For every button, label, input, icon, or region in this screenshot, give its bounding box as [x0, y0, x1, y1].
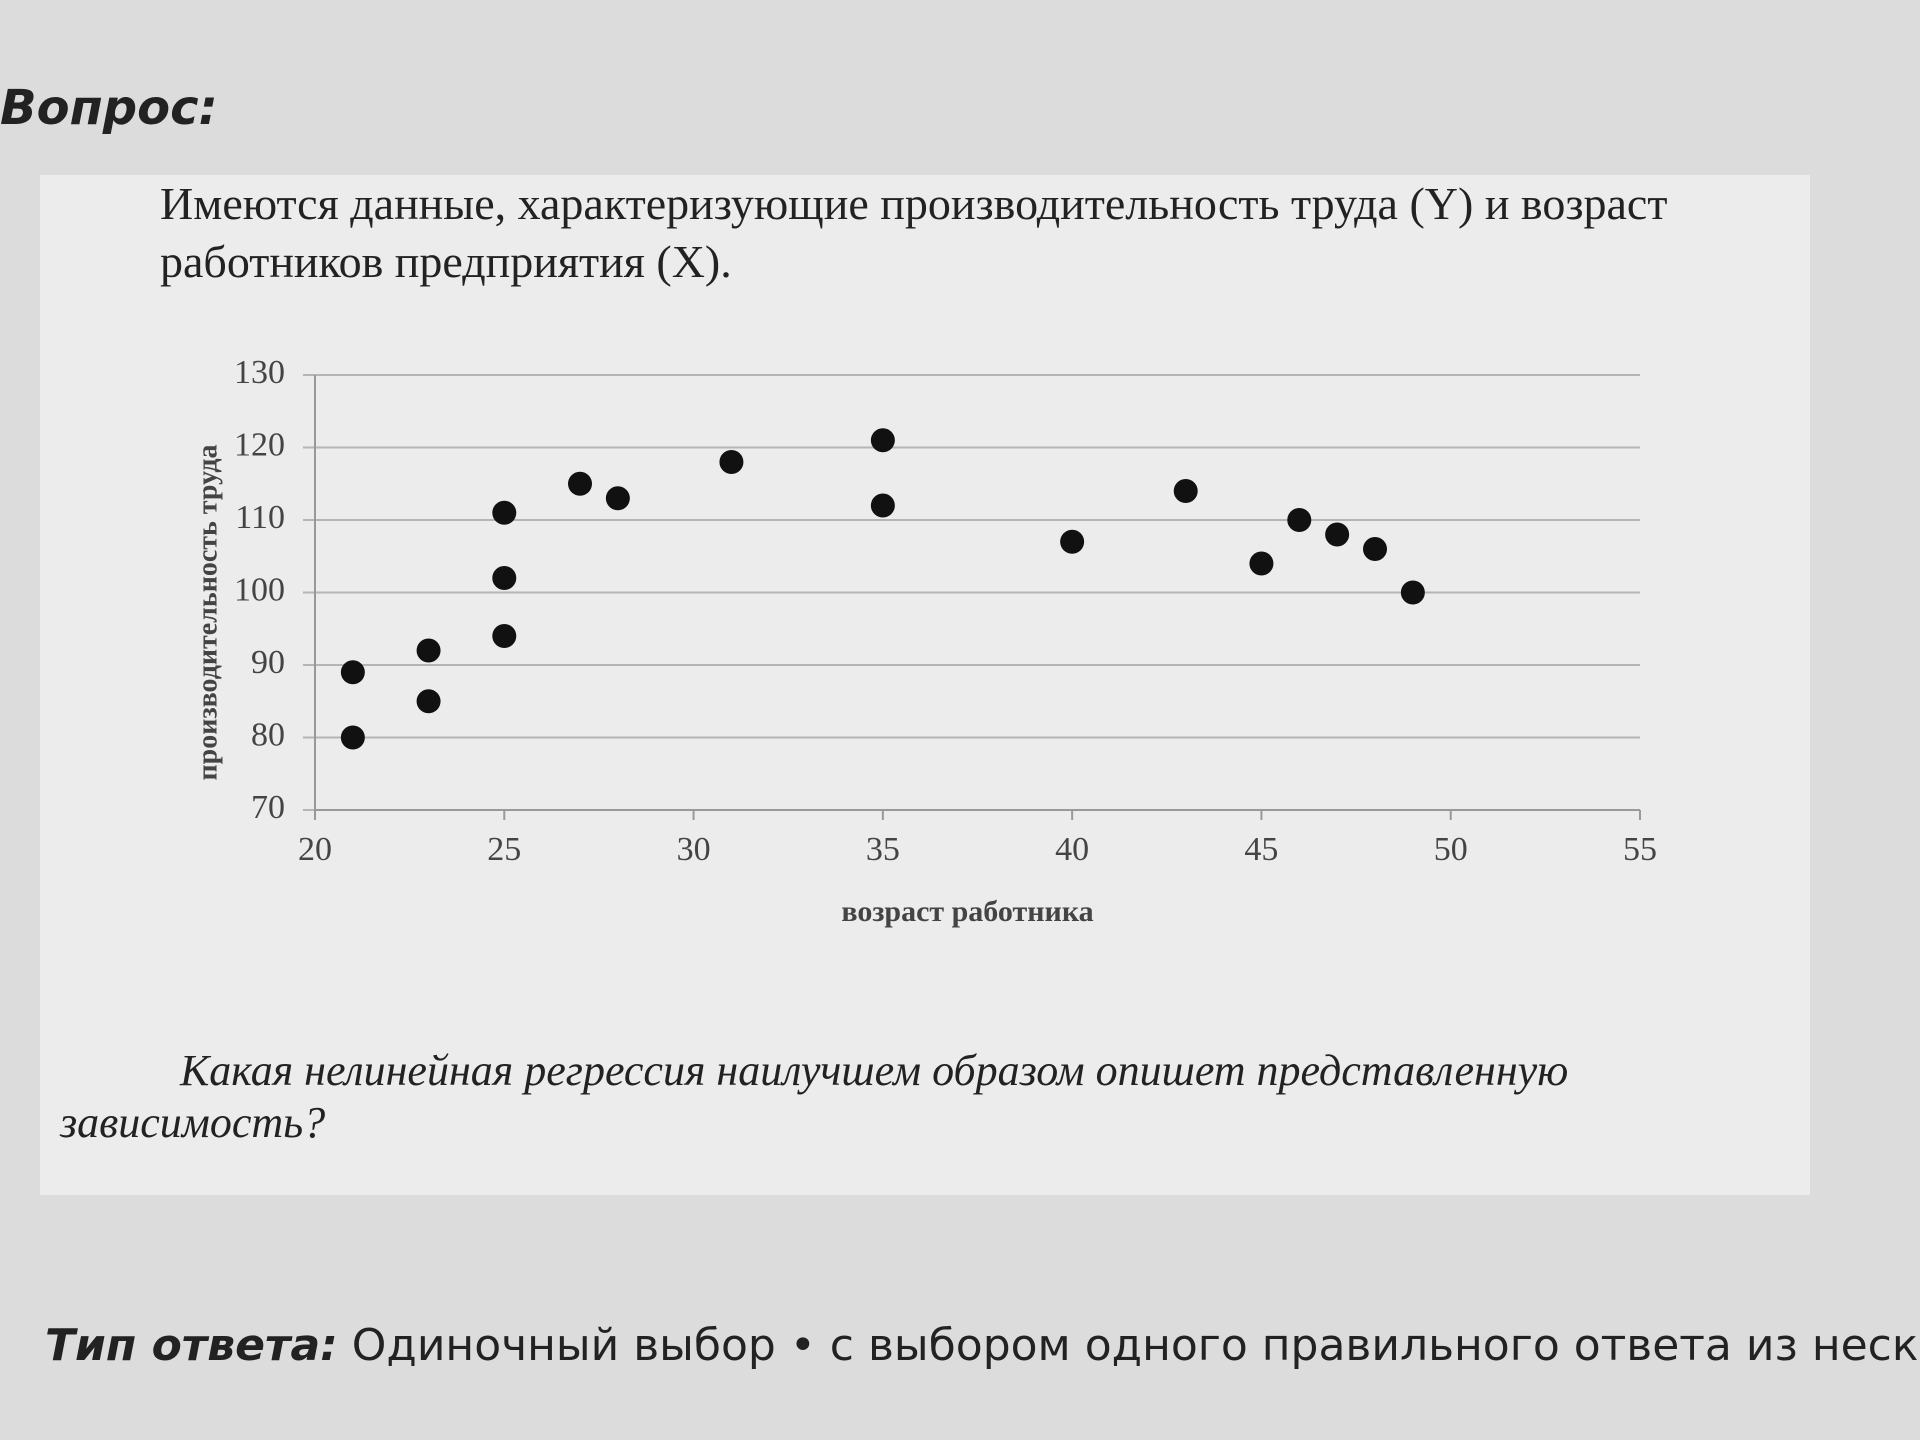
answer-type-value: Одиночный выбор • с выбором одного прави…: [351, 1320, 1920, 1371]
y-tick-label: 70: [251, 789, 285, 826]
answer-type: Тип ответа: Одиночный выбор • с выбором …: [45, 1320, 1920, 1371]
chart: 70 80 90 100 110 120 130 20 25 30 35 40 45 50 55 возрас…: [192, 354, 1657, 928]
point: [340, 725, 365, 750]
point: [605, 486, 630, 511]
point: [1249, 551, 1274, 576]
point: [568, 471, 592, 496]
point: [719, 450, 744, 474]
y-tick-label: 100: [234, 571, 285, 608]
point: [492, 566, 517, 590]
y-tick-label: 80: [251, 716, 285, 753]
question-prompt: Какая нелинейная регрессия наилучшем обр…: [60, 1046, 1569, 1147]
x-tick-label: 50: [1434, 831, 1468, 868]
y-tick-label: 90: [251, 644, 285, 681]
y-tick-label: 120: [234, 426, 285, 463]
y-tick-label: 130: [234, 354, 285, 391]
point: [1363, 537, 1387, 561]
point: [416, 638, 441, 663]
point: [416, 689, 441, 714]
answer-type-label: Тип ответа:: [45, 1320, 338, 1371]
x-tick-label: 45: [1244, 831, 1278, 868]
point: [870, 428, 895, 453]
y-tick-label: 110: [235, 499, 285, 536]
point: [492, 500, 517, 525]
point: [1287, 508, 1312, 532]
question-label: Вопрос:: [0, 80, 218, 136]
point: [1173, 479, 1198, 503]
x-tick-label: 40: [1055, 831, 1089, 868]
point: [870, 493, 895, 518]
x-tick-label: 25: [487, 831, 521, 868]
point: [1325, 522, 1350, 547]
x-axis-title: возраст работника: [841, 895, 1093, 928]
x-tick-label: 55: [1623, 831, 1657, 868]
x-tick-label: 30: [677, 831, 711, 868]
x-tick-label: 20: [298, 831, 332, 868]
question-panel: Имеются данные, характеризующие производ…: [40, 175, 1810, 1195]
point: [492, 624, 517, 648]
x-tick-label: 35: [866, 831, 900, 868]
point: [1400, 580, 1425, 605]
point: [340, 660, 365, 685]
question-text: Имеются данные, характеризующие производ…: [160, 178, 1668, 287]
point: [1060, 529, 1085, 554]
y-axis-title: производительность труда: [192, 444, 223, 780]
